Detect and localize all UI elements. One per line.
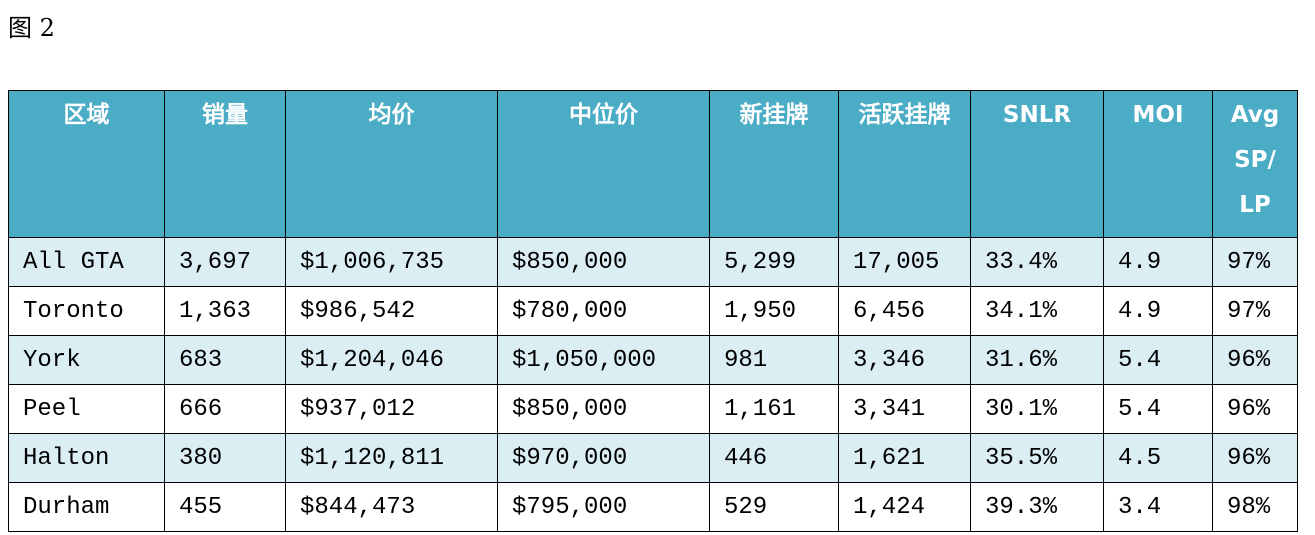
table-cell: Durham bbox=[8, 482, 165, 532]
table-cell: 446 bbox=[709, 433, 839, 483]
table-cell: $1,006,735 bbox=[285, 237, 498, 287]
table-row: York 683 $1,204,046 $1,050,000 981 3,346 31.6%… bbox=[8, 335, 1298, 385]
table-cell: 4.9 bbox=[1103, 237, 1213, 287]
table-cell: 666 bbox=[164, 384, 286, 434]
table-cell: $795,000 bbox=[497, 482, 710, 532]
table-cell: 34.1% bbox=[970, 286, 1104, 336]
table-cell: 97% bbox=[1212, 286, 1298, 336]
table-cell: $1,050,000 bbox=[497, 335, 710, 385]
table-cell: 5,299 bbox=[709, 237, 839, 287]
table-cell: 33.4% bbox=[970, 237, 1104, 287]
header-cell: 新挂牌 bbox=[709, 90, 839, 238]
header-cell: 均价 bbox=[285, 90, 498, 238]
header-cell: SNLR bbox=[970, 90, 1104, 238]
table-cell: Halton bbox=[8, 433, 165, 483]
table-cell: 31.6% bbox=[970, 335, 1104, 385]
table-row: Halton 380 $1,120,811 $970,000 446 1,621 35.5%… bbox=[8, 433, 1298, 483]
caption: 图 2 bbox=[8, 14, 55, 42]
table-cell: 35.5% bbox=[970, 433, 1104, 483]
header-cell: 销量 bbox=[164, 90, 286, 238]
table-cell: 5.4 bbox=[1103, 335, 1213, 385]
table-cell: 4.9 bbox=[1103, 286, 1213, 336]
table-cell: $1,204,046 bbox=[285, 335, 498, 385]
table-row: Toronto 1,363 $986,542 $780,000 1,950 6,456 34… bbox=[8, 286, 1298, 336]
table-cell: 17,005 bbox=[838, 237, 971, 287]
header-cell: 活跃挂牌 bbox=[838, 90, 971, 238]
table-cell: $780,000 bbox=[497, 286, 710, 336]
table-cell: 96% bbox=[1212, 335, 1298, 385]
table-cell: 3,346 bbox=[838, 335, 971, 385]
table-cell: Toronto bbox=[8, 286, 165, 336]
table-cell: $844,473 bbox=[285, 482, 498, 532]
table-cell: $986,542 bbox=[285, 286, 498, 336]
table-cell: $850,000 bbox=[497, 384, 710, 434]
header-cell: 区域 bbox=[8, 90, 165, 238]
table-cell: York bbox=[8, 335, 165, 385]
table-cell: 3,341 bbox=[838, 384, 971, 434]
table-cell: All GTA bbox=[8, 237, 165, 287]
table-cell: 97% bbox=[1212, 237, 1298, 287]
table-cell: 1,621 bbox=[838, 433, 971, 483]
table-cell: 30.1% bbox=[970, 384, 1104, 434]
table-cell: 1,161 bbox=[709, 384, 839, 434]
table-body: All GTA 3,697 $1,006,735 $850,000 5,299 17,00… bbox=[8, 237, 1298, 532]
header-cell: MOI bbox=[1103, 90, 1213, 238]
table-cell: 3.4 bbox=[1103, 482, 1213, 532]
table-cell: 380 bbox=[164, 433, 286, 483]
table-row: Durham 455 $844,473 $795,000 529 1,424 39.3% 3.… bbox=[8, 482, 1298, 532]
table-cell: $970,000 bbox=[497, 433, 710, 483]
table-cell: 6,456 bbox=[838, 286, 971, 336]
table-cell: 5.4 bbox=[1103, 384, 1213, 434]
data-table: 区域 销量 均价 中位价 新挂牌 活跃挂牌 SNLR MOI Avg SP/ LP All GT… bbox=[8, 90, 1298, 532]
table-cell: 1,424 bbox=[838, 482, 971, 532]
header-cell: Avg SP/ LP bbox=[1212, 90, 1298, 238]
table-cell: Peel bbox=[8, 384, 165, 434]
table-cell: 39.3% bbox=[970, 482, 1104, 532]
table-cell: 683 bbox=[164, 335, 286, 385]
header-row: 区域 销量 均价 中位价 新挂牌 活跃挂牌 SNLR MOI Avg SP/ LP bbox=[8, 90, 1298, 238]
table-cell: 4.5 bbox=[1103, 433, 1213, 483]
table-row: Peel 666 $937,012 $850,000 1,161 3,341 30.1% 5.… bbox=[8, 384, 1298, 434]
table-cell: 1,950 bbox=[709, 286, 839, 336]
table-cell: $850,000 bbox=[497, 237, 710, 287]
table-cell: 3,697 bbox=[164, 237, 286, 287]
table-cell: 96% bbox=[1212, 433, 1298, 483]
table-cell: 529 bbox=[709, 482, 839, 532]
table-cell: 981 bbox=[709, 335, 839, 385]
table-cell: 98% bbox=[1212, 482, 1298, 532]
table-cell: $937,012 bbox=[285, 384, 498, 434]
table-cell: 1,363 bbox=[164, 286, 286, 336]
table-cell: 455 bbox=[164, 482, 286, 532]
table-row: All GTA 3,697 $1,006,735 $850,000 5,299 17,00… bbox=[8, 237, 1298, 287]
table-cell: 96% bbox=[1212, 384, 1298, 434]
table-cell: $1,120,811 bbox=[285, 433, 498, 483]
header-cell: 中位价 bbox=[497, 90, 710, 238]
